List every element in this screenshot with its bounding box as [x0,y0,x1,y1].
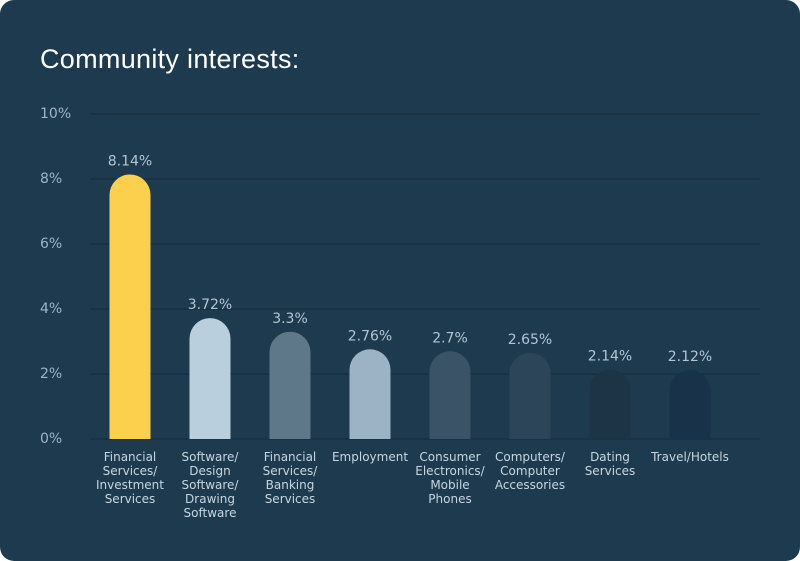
x-tick-label-line: Investment [96,478,164,492]
x-tick-label-line: Services [585,464,636,478]
x-tick-label: Employment [332,450,408,464]
bar [669,370,711,439]
x-tick-label-line: Travel/Hotels [650,450,729,464]
x-tick-label-line: Phones [428,492,471,506]
bar-value-label: 2.65% [508,332,552,348]
chart-title: Community interests: [40,44,300,74]
bar-value-label: 2.76% [348,328,392,344]
x-tick-label: Computers/Computer Accessories [495,450,566,492]
x-tick-label-line: Software [184,506,237,520]
bar-value-label: 2.7% [432,330,468,346]
x-tick-label-line: Mobile [430,478,469,492]
bar [109,174,151,439]
x-tick-label-line: Design [189,464,230,478]
bar [349,349,391,439]
bar [429,351,471,439]
x-tick-label-line: Banking [266,478,315,492]
bar-value-label: 3.3% [272,311,308,327]
x-tick-label-line: Services [265,492,316,506]
x-tick-label: Dating Services [585,450,636,478]
x-tick-label-line: Services/ [103,464,159,478]
bar-value-label: 3.72% [188,297,232,313]
bar-value-label: 2.14% [588,348,632,364]
y-tick-label: 4% [40,301,62,317]
x-tick-label-line: Employment [332,450,408,464]
x-tick-label: Financial Services/Banking Services [263,450,319,506]
x-tick-label: Travel/Hotels [650,450,729,464]
x-tick-label: Financial Services/Investment Services [96,450,164,506]
x-tick-label-line: Computer [500,464,560,478]
y-tick-label: 2% [40,366,62,382]
x-tick-label-line: Software/ [182,478,240,492]
x-tick-label-line: Drawing [185,492,235,506]
bar [189,318,231,439]
x-tick-label-line: Computers/ [495,450,566,464]
y-tick-label: 6% [40,236,62,252]
x-tick-label: Software/Design Software/Drawing Software [182,450,240,520]
x-tick-label-line: Electronics/ [415,464,485,478]
bar [509,352,551,439]
bar [589,369,631,439]
x-tick-label: Consumer Electronics/Mobile Phones [415,450,485,506]
x-tick-label-line: Financial [264,450,317,464]
y-tick-label: 0% [40,431,62,447]
x-tick-label-line: Dating [590,450,630,464]
x-tick-label-line: Software/ [182,450,240,464]
bar [269,331,311,439]
x-tick-label-line: Services/ [263,464,319,478]
bar-value-label: 2.12% [668,349,712,365]
x-tick-label-line: Services [105,492,156,506]
x-tick-label-line: Financial [104,450,157,464]
y-tick-label: 10% [40,106,71,122]
x-tick-label-line: Accessories [495,478,565,492]
bar-value-label: 8.14% [108,153,152,169]
x-tick-label-line: Consumer [419,450,480,464]
y-tick-label: 8% [40,171,62,187]
